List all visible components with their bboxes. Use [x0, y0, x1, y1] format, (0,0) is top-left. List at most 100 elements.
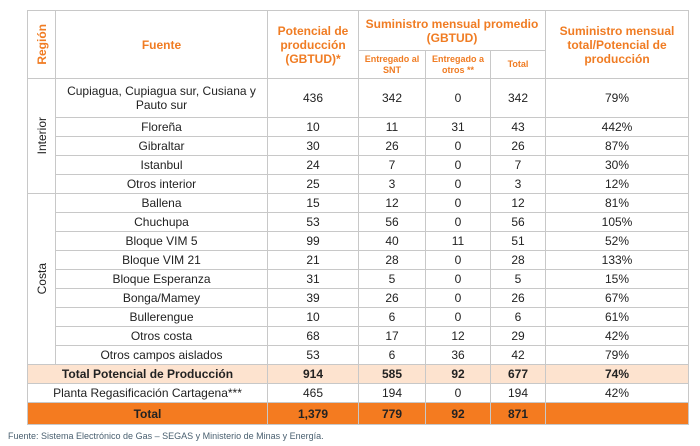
value-cell: 1,379: [267, 402, 359, 425]
value-cell: 779: [358, 402, 426, 425]
header-cell: Entregado al SNT: [358, 50, 426, 79]
value-cell: 12: [425, 326, 491, 346]
value-cell: 28: [489, 250, 547, 270]
value-cell: 0: [425, 307, 491, 327]
value-cell: 6: [358, 307, 426, 327]
source-cell: Gibraltar: [55, 136, 268, 156]
value-cell: 465: [267, 383, 359, 403]
value-cell: 74%: [545, 364, 690, 384]
value-cell: 0: [425, 174, 491, 194]
table-body: Interior Cupiagua, Cupiagua sur, Cusiana …: [27, 78, 690, 425]
region-cell: Interior: [27, 78, 56, 194]
header-cell: Entregado a otros **: [425, 50, 491, 79]
value-cell: 24: [267, 155, 359, 175]
value-cell: 5: [358, 269, 426, 289]
value-cell: 68: [267, 326, 359, 346]
source-cell: Otros interior: [55, 174, 268, 194]
value-cell: 21: [267, 250, 359, 270]
value-cell: 43: [489, 117, 547, 137]
source-cell: Bloque VIM 21: [55, 250, 268, 270]
table-row: Bloque Esperanza 31 5 0 5 15%: [28, 269, 690, 289]
value-cell: 133%: [545, 250, 690, 270]
summary-label: Planta Regasificación Cartagena***: [27, 383, 268, 403]
value-cell: 12%: [545, 174, 690, 194]
value-cell: 42%: [545, 326, 690, 346]
value-cell: 79%: [545, 78, 690, 118]
source-cell: Bonga/Mamey: [55, 288, 268, 308]
value-cell: 342: [358, 78, 426, 118]
value-cell: 56: [358, 212, 426, 232]
source-cell: Cupiagua, Cupiagua sur, Cusiana y Pauto …: [55, 78, 268, 118]
value-cell: 42%: [545, 383, 690, 403]
value-cell: 30%: [545, 155, 690, 175]
value-cell: 342: [489, 78, 547, 118]
value-cell: 99: [267, 231, 359, 251]
value-cell: 17: [358, 326, 426, 346]
value-cell: 81%: [545, 193, 690, 213]
value-cell: 10: [267, 117, 359, 137]
value-cell: 3: [489, 174, 547, 194]
footnote: Fuente: Sistema Electrónico de Gas – SEG…: [8, 431, 324, 441]
value-cell: 56: [489, 212, 547, 232]
value-cell: 29: [489, 326, 547, 346]
value-cell: 26: [489, 136, 547, 156]
summary-label: Total Potencial de Producción: [27, 364, 268, 384]
value-cell: 194: [358, 383, 426, 403]
source-cell: Bullerengue: [55, 307, 268, 327]
value-cell: 67%: [545, 288, 690, 308]
value-cell: 3: [358, 174, 426, 194]
region-label: Costa: [34, 263, 49, 295]
value-cell: 6: [358, 345, 426, 365]
table-row: Costa Ballena 15 12 0 12 81%: [27, 193, 690, 365]
value-cell: 6: [489, 307, 547, 327]
table-row: Bloque VIM 5 99 40 11 51 52%: [28, 231, 690, 251]
value-cell: 10: [267, 307, 359, 327]
value-cell: 30: [267, 136, 359, 156]
value-cell: 0: [425, 193, 491, 213]
source-cell: Otros costa: [55, 326, 268, 346]
value-cell: 436: [267, 78, 359, 118]
value-cell: 0: [425, 212, 491, 232]
table-row: Bullerengue 10 6 0 6 61%: [28, 307, 690, 327]
table-row: Floreña 10 11 31 43 442%: [28, 117, 690, 137]
value-cell: 677: [489, 364, 547, 384]
table-row: Otros interior 25 3 0 3 12%: [28, 174, 690, 194]
value-cell: 11: [358, 117, 426, 137]
summary-row: Total Potencial de Producción 914 585 92 677…: [27, 364, 690, 384]
table-row: Otros campos aislados 53 6 36 42 79%: [28, 345, 690, 365]
source-cell: Ballena: [55, 193, 268, 213]
gas-table: Región Fuente Potencial de producción (G…: [27, 10, 690, 425]
header-cell: Total: [489, 50, 547, 79]
summary-row: Planta Regasificación Cartagena*** 465 194…: [27, 383, 690, 403]
table-row: Istanbul 24 7 0 7 30%: [28, 155, 690, 175]
table-row: Bloque VIM 21 21 28 0 28 133%: [28, 250, 690, 270]
table-row: Bonga/Mamey 39 26 0 26 67%: [28, 288, 690, 308]
region-label: Interior: [34, 117, 49, 155]
value-cell: 7: [489, 155, 547, 175]
value-cell: 585: [358, 364, 426, 384]
source-cell: Floreña: [55, 117, 268, 137]
value-cell: 0: [425, 250, 491, 270]
value-cell: 0: [425, 78, 491, 118]
source-cell: Otros campos aislados: [55, 345, 268, 365]
value-cell: 26: [358, 136, 426, 156]
header-cell: Suministro mensual promedio (GBTUD): [357, 10, 547, 51]
value-cell: 871: [489, 402, 547, 425]
value-cell: 31: [425, 117, 491, 137]
value-cell: 52%: [545, 231, 690, 251]
value-cell: 0: [425, 155, 491, 175]
value-cell: 26: [358, 288, 426, 308]
table-row: Gibraltar 30 26 0 26 87%: [28, 136, 690, 156]
value-cell: 0: [425, 383, 491, 403]
source-cell: Chuchupa: [55, 212, 268, 232]
value-cell: 40: [358, 231, 426, 251]
value-cell: 12: [358, 193, 426, 213]
value-cell: 53: [267, 212, 359, 232]
value-cell: 914: [267, 364, 359, 384]
value-cell: 15%: [545, 269, 690, 289]
table-row: Chuchupa 53 56 0 56 105%: [28, 212, 690, 232]
value-cell: 0: [425, 288, 491, 308]
value-cell: 25: [267, 174, 359, 194]
value-cell: 51: [489, 231, 547, 251]
